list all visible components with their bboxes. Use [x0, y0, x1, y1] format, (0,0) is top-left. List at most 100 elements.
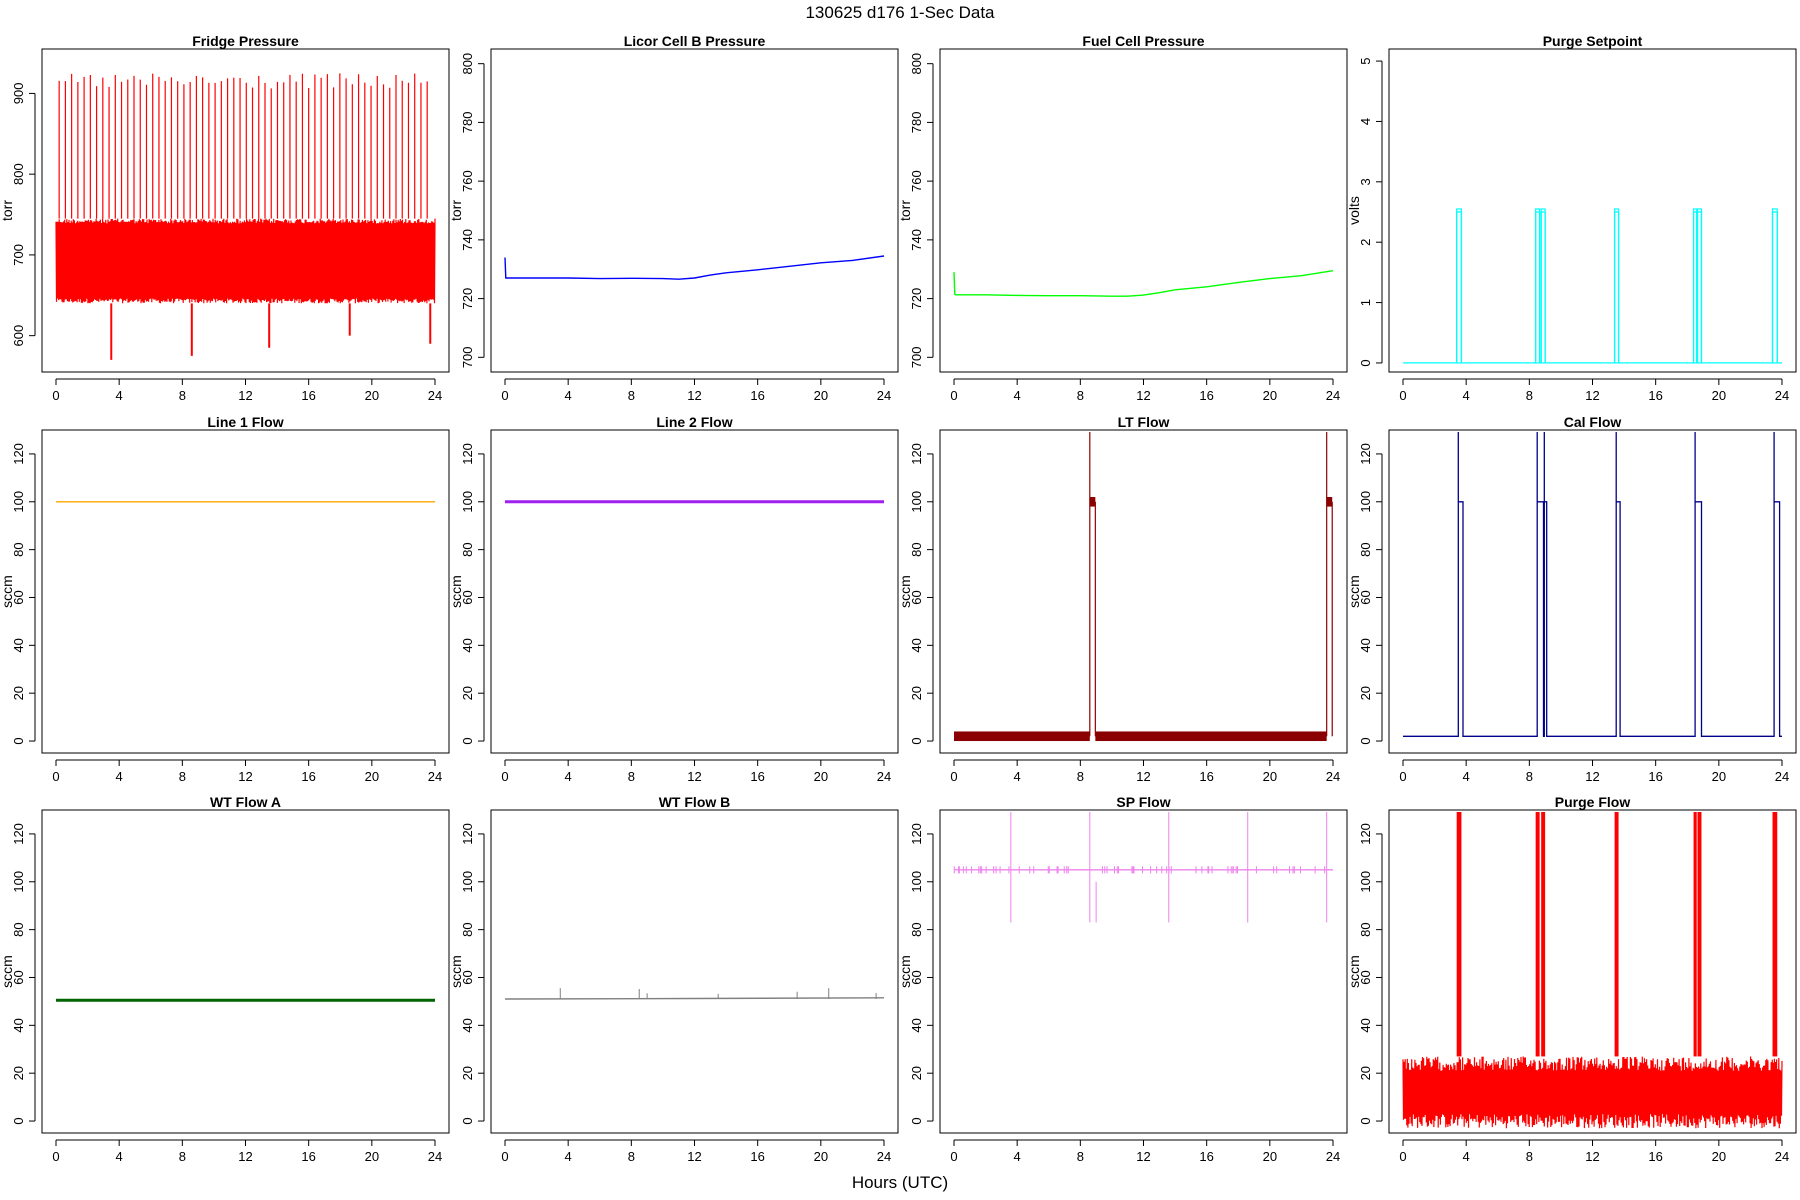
- y-tick-label: 20: [1358, 1066, 1373, 1080]
- x-tick-label: 0: [52, 1149, 59, 1164]
- y-tick-label: 40: [460, 1018, 475, 1032]
- x-tick-label: 8: [179, 769, 186, 784]
- series-band: [1095, 731, 1327, 742]
- y-tick-label: 0: [460, 1117, 475, 1124]
- x-tick-label: 16: [1648, 1149, 1662, 1164]
- plot-area: [1403, 208, 1782, 364]
- x-tick-label: 16: [1648, 388, 1662, 403]
- x-tick-label: 24: [1326, 769, 1340, 784]
- y-tick-label: 120: [909, 443, 924, 465]
- y-tick-label: 100: [11, 491, 26, 513]
- x-tick-label: 8: [628, 1149, 635, 1164]
- y-tick-label: 0: [1358, 737, 1373, 744]
- plot-frame: [41, 429, 450, 754]
- y-tick-label: 700: [11, 244, 26, 266]
- x-tick-label: 20: [1263, 1149, 1277, 1164]
- y-tick-label: 80: [909, 542, 924, 556]
- x-tick-label: 24: [1326, 388, 1340, 403]
- y-tick-label: 80: [460, 542, 475, 556]
- y-tick-label: 720: [909, 288, 924, 310]
- y-tick-label: 100: [909, 871, 924, 893]
- plot-frame: [939, 48, 1348, 373]
- x-tick-label: 12: [1136, 769, 1150, 784]
- panel-title: Fridge Pressure: [192, 33, 299, 49]
- y-axis-label: volts: [1346, 196, 1362, 225]
- y-tick-label: 120: [460, 443, 475, 465]
- panel-licor-cell-b-pressure: Licor Cell B Pressure torr 0 4 8 12 16 20 24 700 7…: [448, 33, 899, 403]
- panel-title: SP Flow: [1116, 794, 1170, 810]
- y-tick-label: 740: [460, 229, 475, 251]
- y-tick-label: 700: [909, 346, 924, 368]
- x-tick-label: 4: [565, 769, 572, 784]
- series-band: [954, 731, 1090, 742]
- x-tick-label: 4: [116, 1149, 123, 1164]
- x-tick-label: 12: [1585, 1149, 1599, 1164]
- y-tick-label: 40: [11, 638, 26, 652]
- x-tick-label: 12: [238, 1149, 252, 1164]
- purge-pulse: [1614, 812, 1619, 1057]
- x-tick-label: 8: [1526, 769, 1533, 784]
- y-axis-label: sccm: [448, 575, 464, 608]
- y-tick-label: 20: [460, 686, 475, 700]
- y-tick-label: 120: [1358, 443, 1373, 465]
- y-tick-label: 100: [1358, 491, 1373, 513]
- setpoint-pulse: [1535, 208, 1541, 364]
- y-tick-label: 0: [460, 737, 475, 744]
- x-tick-label: 8: [1077, 388, 1084, 403]
- y-tick-label: 780: [909, 112, 924, 134]
- y-tick-label: 120: [1358, 823, 1373, 845]
- y-tick-label: 100: [460, 491, 475, 513]
- x-tick-label: 20: [1712, 1149, 1726, 1164]
- x-tick-label: 12: [1585, 388, 1599, 403]
- setpoint-pulse: [1771, 208, 1778, 364]
- plot-frame: [939, 809, 1348, 1134]
- y-tick-label: 60: [11, 590, 26, 604]
- x-tick-label: 4: [1463, 1149, 1470, 1164]
- purge-pulse: [1456, 812, 1462, 1057]
- event-plateau: [1089, 496, 1096, 507]
- purge-pulse: [1535, 812, 1540, 1057]
- plot-frame: [490, 809, 899, 1134]
- x-tick-label: 20: [1712, 769, 1726, 784]
- x-tick-label: 0: [1399, 769, 1406, 784]
- panel-title: Licor Cell B Pressure: [624, 33, 766, 49]
- x-tick-label: 0: [52, 388, 59, 403]
- x-tick-label: 4: [116, 388, 123, 403]
- plot-frame: [1388, 48, 1797, 373]
- x-tick-label: 4: [565, 1149, 572, 1164]
- y-axis-label: sccm: [1346, 955, 1362, 988]
- plot-frame: [490, 48, 899, 373]
- y-tick-label: 120: [11, 443, 26, 465]
- x-tick-label: 4: [1463, 388, 1470, 403]
- x-tick-label: 8: [179, 388, 186, 403]
- plot-area: [953, 812, 1333, 923]
- y-tick-label: 40: [909, 1018, 924, 1032]
- x-tick-label: 12: [1585, 769, 1599, 784]
- x-tick-label: 24: [1775, 769, 1789, 784]
- figure-title: 130625 d176 1-Sec Data: [805, 3, 995, 22]
- x-tick-label: 24: [877, 1149, 891, 1164]
- plot-area: [504, 255, 885, 280]
- setpoint-pulse: [1456, 208, 1463, 364]
- y-tick-label: 100: [11, 871, 26, 893]
- y-tick-label: 760: [909, 170, 924, 192]
- y-tick-label: 0: [1358, 1117, 1373, 1124]
- plot-area: [504, 988, 885, 1000]
- y-tick-label: 60: [460, 590, 475, 604]
- series-band: [1403, 1075, 1782, 1110]
- y-tick-label: 0: [1358, 359, 1373, 366]
- panel-fridge-pressure: Fridge Pressure torr 0 4 8 12 16 20 24 600 700 800 9…: [0, 33, 450, 403]
- x-tick-label: 24: [1326, 1149, 1340, 1164]
- x-tick-label: 8: [628, 769, 635, 784]
- plot-frame: [41, 48, 450, 373]
- y-tick-label: 40: [909, 638, 924, 652]
- x-tick-label: 20: [1263, 388, 1277, 403]
- y-axis-label: sccm: [448, 955, 464, 988]
- y-tick-label: 80: [909, 922, 924, 936]
- x-tick-label: 12: [1136, 388, 1150, 403]
- panel-fuel-cell-pressure: Fuel Cell Pressure torr 0 4 8 12 16 20 24 700 720 7…: [897, 33, 1348, 403]
- x-tick-label: 4: [1014, 388, 1021, 403]
- x-tick-label: 20: [814, 769, 828, 784]
